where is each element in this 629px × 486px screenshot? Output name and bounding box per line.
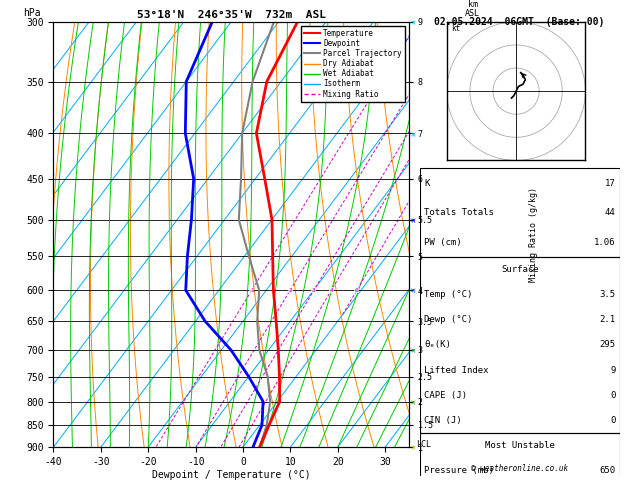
Bar xyxy=(420,257,620,433)
Text: CAPE (J): CAPE (J) xyxy=(424,391,467,399)
Text: θₑ(K): θₑ(K) xyxy=(424,340,451,349)
Title: 53°18'N  246°35'W  732m  ASL: 53°18'N 246°35'W 732m ASL xyxy=(136,10,326,20)
Text: hPa: hPa xyxy=(23,8,41,17)
Text: 4: 4 xyxy=(330,288,333,293)
X-axis label: Dewpoint / Temperature (°C): Dewpoint / Temperature (°C) xyxy=(152,469,311,480)
Text: kt: kt xyxy=(452,24,460,33)
Text: © weatheronline.co.uk: © weatheronline.co.uk xyxy=(471,464,569,473)
Text: K: K xyxy=(424,179,430,188)
Text: ✈: ✈ xyxy=(408,16,420,28)
Text: 2.1: 2.1 xyxy=(599,315,616,324)
Text: 0: 0 xyxy=(610,391,616,399)
Text: 1: 1 xyxy=(250,288,253,293)
Text: CIN (J): CIN (J) xyxy=(424,416,462,425)
Text: 9: 9 xyxy=(610,365,616,375)
Text: 0: 0 xyxy=(610,416,616,425)
Legend: Temperature, Dewpoint, Parcel Trajectory, Dry Adiabat, Wet Adiabat, Isotherm, Mi: Temperature, Dewpoint, Parcel Trajectory… xyxy=(301,26,405,102)
Text: 02.05.2024  06GMT  (Base: 00): 02.05.2024 06GMT (Base: 00) xyxy=(434,17,604,27)
Text: PW (cm): PW (cm) xyxy=(424,238,462,247)
Text: ✈: ✈ xyxy=(408,285,420,296)
Bar xyxy=(420,433,620,486)
Text: LCL: LCL xyxy=(416,440,431,450)
Text: 3.5: 3.5 xyxy=(599,290,616,299)
Text: Pressure (mb): Pressure (mb) xyxy=(424,466,494,475)
Text: 17: 17 xyxy=(605,179,616,188)
Text: ✈: ✈ xyxy=(408,128,420,139)
Text: 44: 44 xyxy=(605,208,616,217)
Text: Most Unstable: Most Unstable xyxy=(485,441,555,450)
Text: 650: 650 xyxy=(599,466,616,475)
Bar xyxy=(420,168,620,257)
Text: Surface: Surface xyxy=(501,265,538,274)
Text: 3: 3 xyxy=(312,288,316,293)
Text: Lifted Index: Lifted Index xyxy=(424,365,489,375)
Text: ✈: ✈ xyxy=(408,396,420,407)
Text: Temp (°C): Temp (°C) xyxy=(424,290,472,299)
Text: 2: 2 xyxy=(288,288,292,293)
Text: ✈: ✈ xyxy=(408,214,420,225)
Text: Totals Totals: Totals Totals xyxy=(424,208,494,217)
Text: km
ASL: km ASL xyxy=(465,0,481,17)
Text: ✈: ✈ xyxy=(408,441,420,453)
Text: ✈: ✈ xyxy=(408,344,420,355)
Text: Dewp (°C): Dewp (°C) xyxy=(424,315,472,324)
Text: Mixing Ratio (g/kg): Mixing Ratio (g/kg) xyxy=(529,187,538,282)
Text: 295: 295 xyxy=(599,340,616,349)
Text: 1.06: 1.06 xyxy=(594,238,616,247)
Text: 6: 6 xyxy=(355,288,359,293)
